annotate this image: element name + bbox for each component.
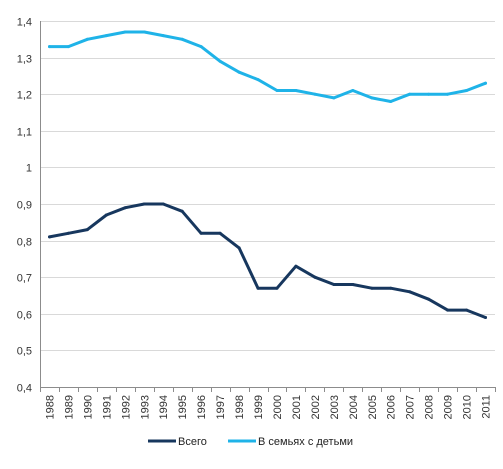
data-point [104, 34, 108, 38]
data-point [275, 89, 279, 92]
data-point [161, 202, 165, 206]
x-tick-label: 2008 [424, 395, 436, 419]
data-point [332, 283, 336, 286]
x-tick-label: 1988 [44, 395, 56, 419]
legend: Всего В семьях с детьми [148, 436, 353, 448]
series-line-1 [48, 202, 487, 319]
y-tick-label: 0,8 [17, 237, 32, 249]
data-point [389, 100, 393, 103]
y-tick-label: 1 [26, 163, 32, 175]
tick-labels: 0,4 0,5 0,6 0,7 0,8 0,9 1 1,1 1,2 1,3 1,4 1988 1989 1… [17, 17, 493, 420]
x-tick-label: 2011 [481, 395, 493, 419]
y-tick-label: 1,2 [17, 90, 32, 102]
legend-label: В семьях с детьми [258, 436, 353, 448]
x-tick-label: 2003 [329, 395, 341, 419]
data-point [66, 231, 70, 235]
data-point [199, 45, 203, 49]
data-point [218, 59, 222, 63]
x-tick-label: 1997 [215, 395, 227, 419]
data-point [465, 89, 469, 92]
data-point [446, 308, 450, 312]
x-tick-label: 1990 [82, 395, 94, 419]
axes [40, 21, 496, 392]
data-point [465, 308, 469, 312]
data-point [389, 286, 393, 290]
gridlines [40, 21, 495, 351]
y-tick-label: 0,7 [17, 273, 32, 285]
x-tick-label: 2010 [462, 395, 474, 419]
data-point [427, 297, 431, 301]
data-point [408, 92, 412, 96]
data-point [427, 92, 431, 96]
y-tick-label: 0,4 [17, 383, 32, 395]
x-tick-label: 2000 [272, 395, 284, 419]
y-tick-label: 0,6 [17, 310, 32, 322]
data-point [275, 286, 279, 290]
x-tick-label: 1999 [253, 395, 265, 419]
x-tick-label: 2007 [405, 395, 417, 419]
x-tick-label: 1989 [63, 395, 75, 419]
data-point [313, 275, 317, 279]
legend-item: Всего [148, 436, 207, 448]
data-point [161, 34, 165, 38]
x-tick-label: 2004 [348, 395, 360, 419]
data-point [408, 290, 412, 294]
y-tick-label: 1,1 [17, 127, 32, 139]
data-point [85, 37, 89, 41]
data-point [66, 45, 70, 49]
legend-item: В семьях с детьми [228, 436, 353, 448]
data-point [48, 45, 51, 49]
data-point [351, 89, 355, 92]
legend-label: Всего [178, 436, 207, 448]
x-tick-label: 1992 [120, 395, 132, 419]
data-point [142, 30, 146, 34]
x-tick-label: 1998 [234, 395, 246, 419]
data-point [48, 235, 51, 239]
data-point [313, 92, 317, 96]
x-tick-label: 2001 [291, 395, 303, 419]
x-tick-label: 2002 [310, 395, 322, 419]
data-point [484, 316, 487, 319]
data-point [256, 78, 260, 82]
data-point [180, 37, 184, 41]
data-point [332, 96, 336, 100]
x-tick-label: 1993 [139, 395, 151, 419]
x-tick-label: 1996 [196, 395, 208, 419]
x-tick-label: 2006 [386, 395, 398, 419]
series-line-2 [48, 30, 487, 103]
data-point [199, 231, 203, 235]
x-tick-label: 1994 [158, 395, 170, 419]
data-point [142, 202, 146, 206]
x-tick-label: 2009 [443, 395, 455, 419]
data-point [123, 30, 127, 34]
data-point [294, 264, 298, 268]
data-point [446, 92, 450, 96]
data-point [123, 206, 127, 210]
data-point [180, 209, 184, 213]
data-point [370, 96, 374, 100]
y-tick-label: 1,4 [17, 17, 32, 29]
x-tick-label: 1995 [177, 395, 189, 419]
data-point [256, 286, 260, 290]
data-point [484, 81, 487, 85]
data-point [218, 231, 222, 235]
y-tick-label: 0,5 [17, 346, 32, 358]
data-point [351, 283, 355, 286]
data-point [294, 89, 298, 92]
data-point [237, 70, 241, 74]
data-point [104, 213, 108, 217]
x-tick-label: 1991 [101, 395, 113, 419]
y-tick-label: 0,9 [17, 200, 32, 212]
x-tick-label: 2005 [367, 395, 379, 419]
data-point [85, 228, 89, 232]
y-tick-label: 1,3 [17, 54, 32, 66]
data-point [370, 286, 374, 290]
data-point [237, 246, 241, 250]
series-lines [48, 30, 487, 319]
